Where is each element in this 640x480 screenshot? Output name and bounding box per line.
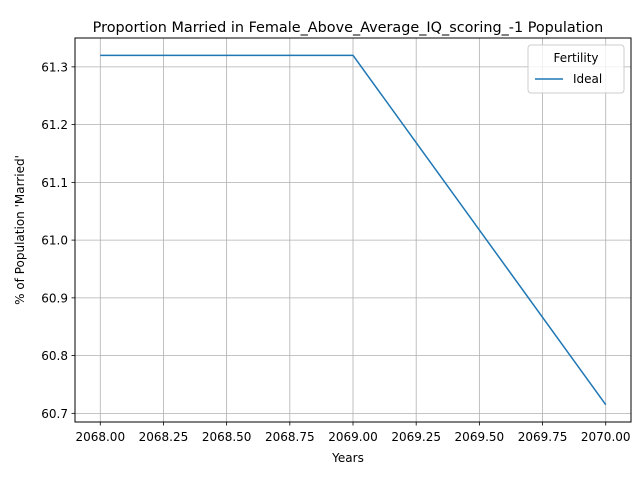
series-lines — [100, 54, 607, 406]
plot-area-frame — [74, 37, 632, 423]
x-tick-label: 2069.75 — [518, 430, 568, 444]
y-tick-label: 61.1 — [41, 176, 68, 190]
y-axis-ticks: 60.7 60.8 60.9 61.0 61.1 61.2 61.3 — [41, 60, 75, 421]
legend-title: Fertility — [553, 51, 598, 65]
x-tick-label: 2069.00 — [328, 430, 378, 444]
legend-box — [527, 44, 625, 94]
y-axis-label: % of Population 'Married' — [13, 155, 27, 305]
y-tick-label: 61.0 — [41, 234, 68, 248]
legend: Fertility Ideal — [527, 44, 625, 94]
x-tick-label: 2069.25 — [391, 430, 441, 444]
y-tick-label: 60.9 — [41, 291, 68, 305]
x-tick-label: 2068.00 — [75, 430, 125, 444]
x-axis-label: Years — [331, 451, 364, 465]
x-tick-label: 2070.00 — [581, 430, 631, 444]
series-line-ideal — [100, 54, 607, 406]
x-tick-label: 2069.50 — [455, 430, 505, 444]
chart-title: Proportion Married in Female_Above_Avera… — [93, 20, 604, 36]
x-tick-label: 2068.75 — [265, 430, 315, 444]
x-tick-label: 2068.50 — [202, 430, 252, 444]
x-axis-ticks: 2068.00 2068.25 2068.50 2068.75 2069.00 2069.… — [75, 422, 631, 444]
y-tick-label: 61.3 — [41, 60, 68, 74]
y-tick-label: 60.7 — [41, 407, 68, 421]
legend-label-ideal: Ideal — [573, 72, 602, 86]
grid-lines — [75, 38, 631, 422]
y-tick-label: 60.8 — [41, 349, 68, 363]
y-tick-label: 61.2 — [41, 118, 68, 132]
x-tick-label: 2068.25 — [139, 430, 189, 444]
